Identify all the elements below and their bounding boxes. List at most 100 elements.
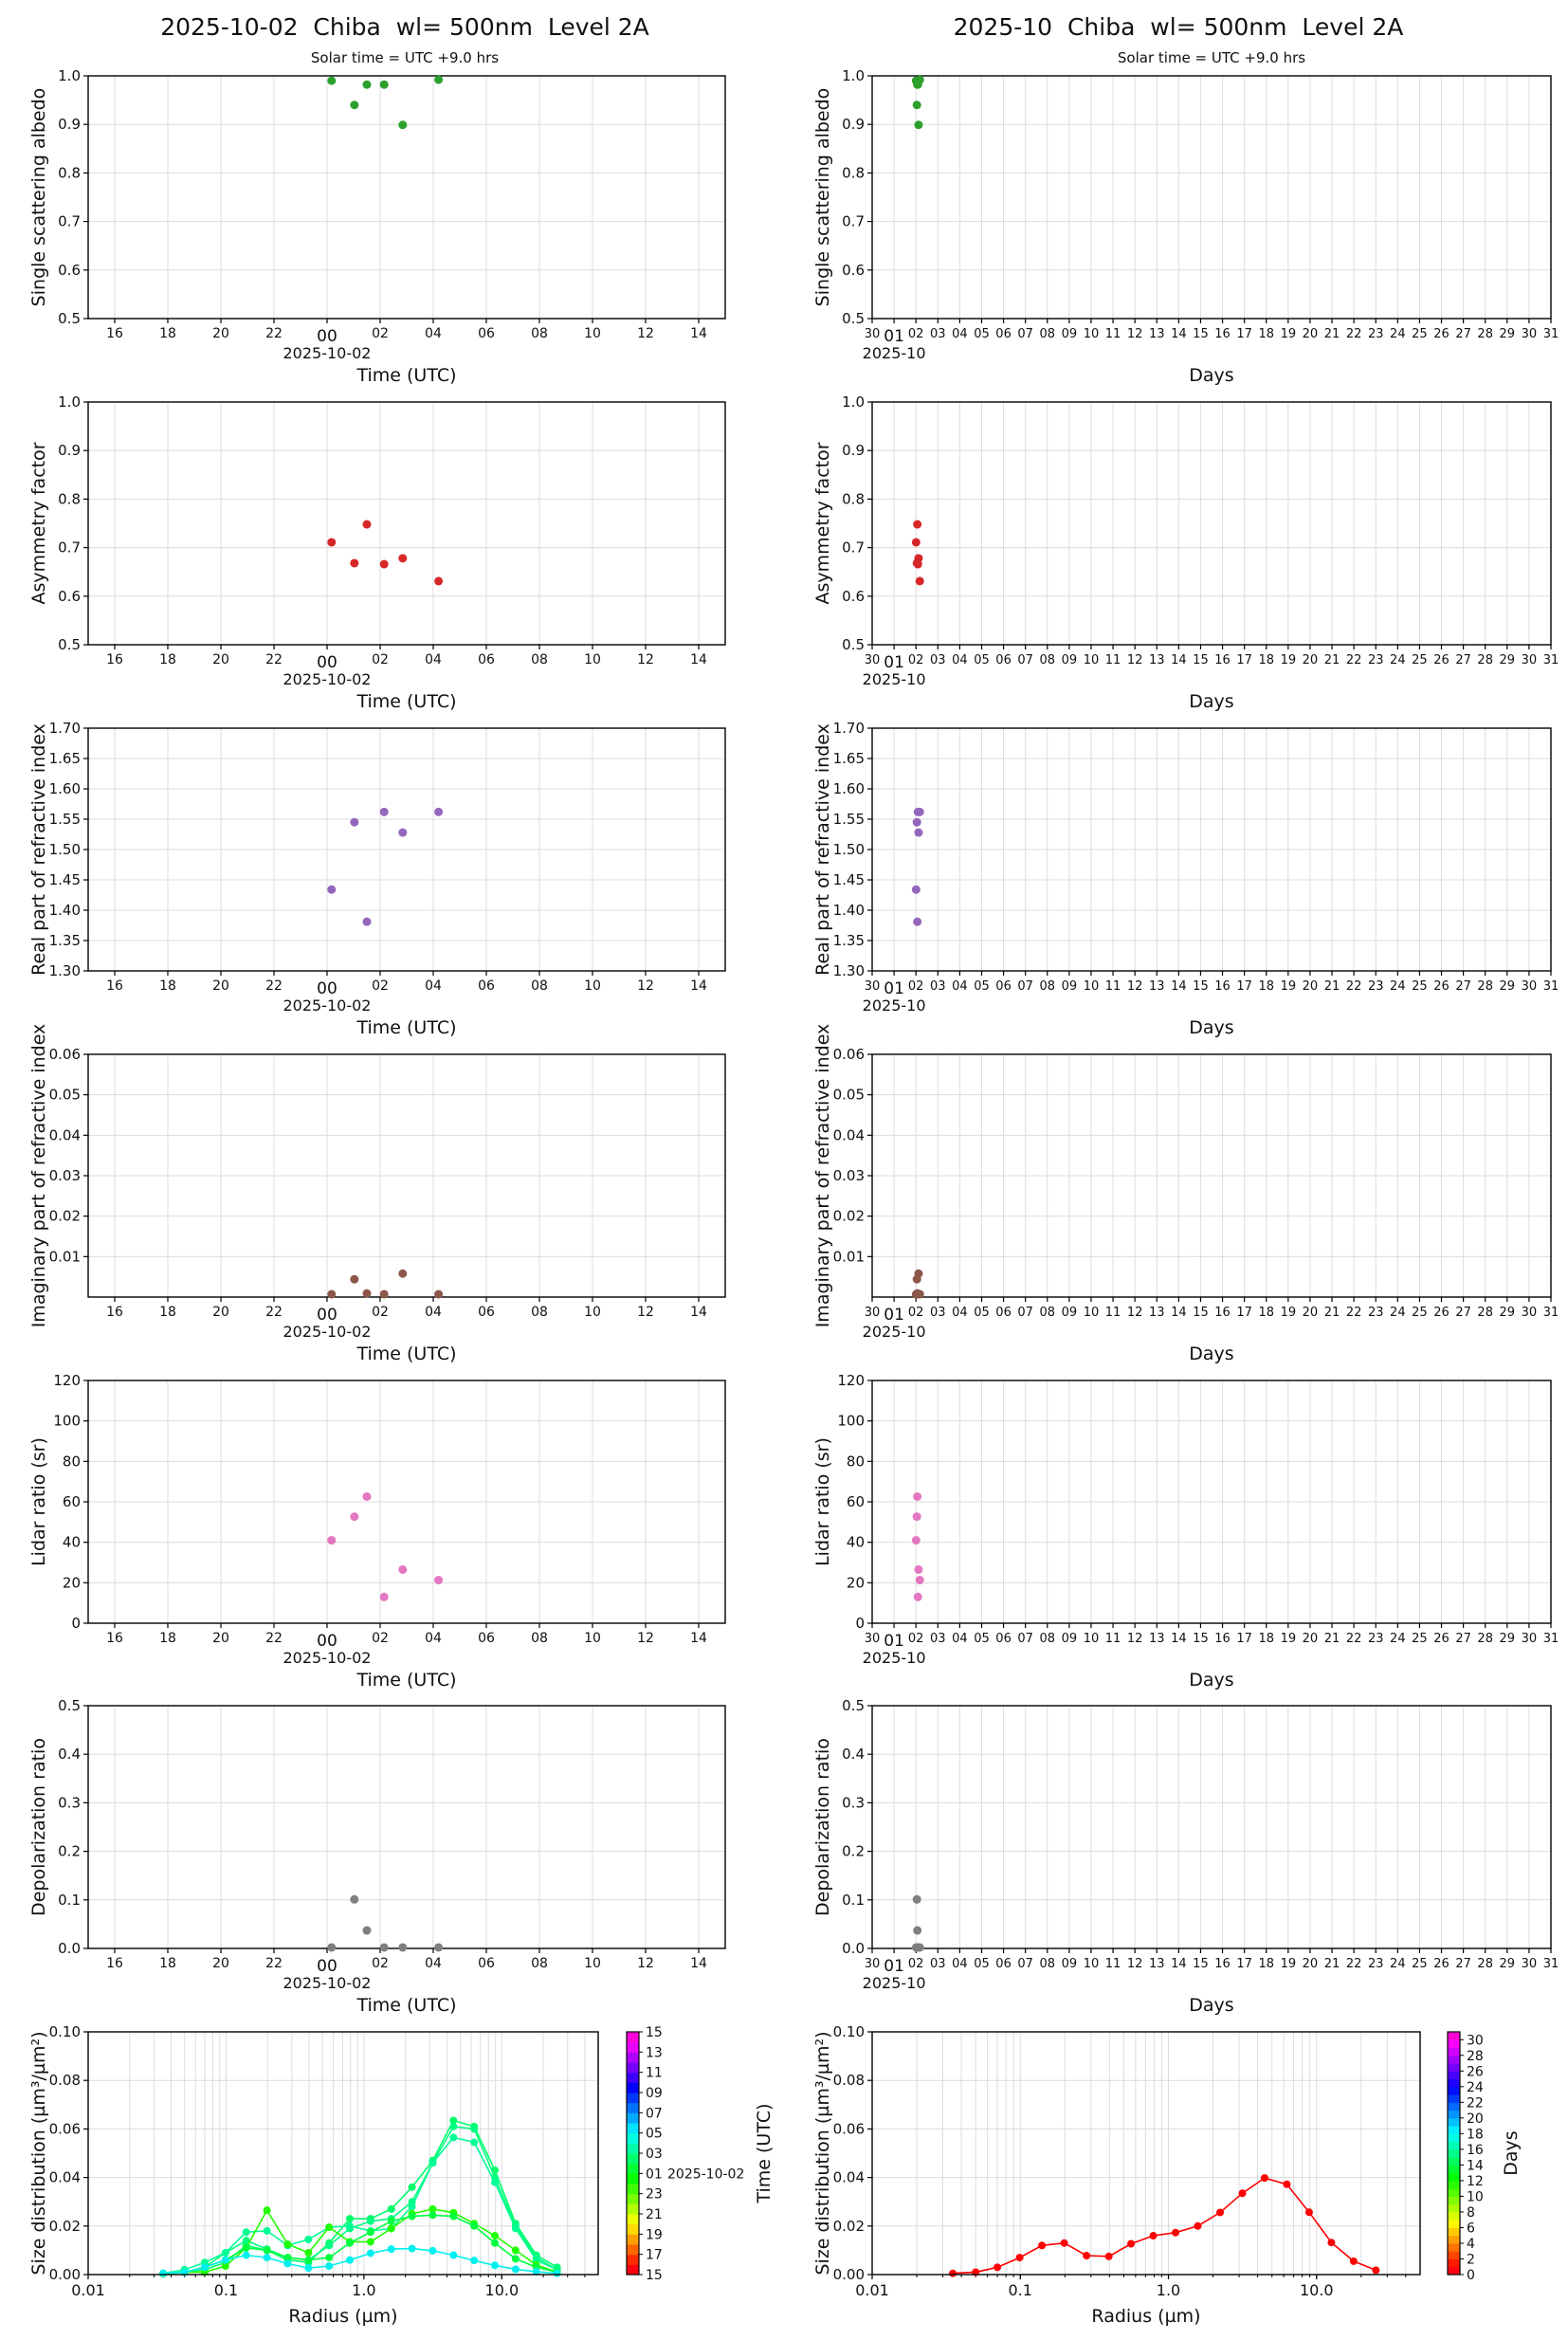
x-tick-label: 19 xyxy=(1281,653,1297,667)
x-tick-label: 15 xyxy=(1193,1306,1209,1320)
colorbar-tick-label: 28 xyxy=(1467,2049,1484,2064)
x-tick-label: 02 xyxy=(908,1306,924,1320)
y-tick-label: 0.6 xyxy=(842,262,865,279)
x-tick-label: 10 xyxy=(584,978,601,994)
y-tick-label: 0.3 xyxy=(842,1794,865,1811)
x-tick-label: 26 xyxy=(1433,653,1449,667)
series-line xyxy=(163,2214,557,2275)
data-point xyxy=(327,1943,337,1952)
x-tick-label: 12 xyxy=(637,652,654,667)
colorbar-tick-label: 03 xyxy=(646,2147,663,2162)
data-point xyxy=(304,2264,313,2273)
colorbar-tick-label: 17 xyxy=(646,2248,663,2263)
x-axis-label: Days xyxy=(1189,1017,1233,1038)
data-point xyxy=(1260,2174,1268,2183)
data-point xyxy=(379,1943,389,1952)
x-tick-label: 20 xyxy=(1303,327,1319,341)
x-tick-label: 05 xyxy=(974,1306,990,1320)
colorbar-band xyxy=(1448,2203,1460,2213)
data-point xyxy=(912,817,921,827)
data-point xyxy=(915,1943,924,1952)
data-point xyxy=(362,917,372,926)
y-axis-label: Depolarization ratio xyxy=(28,1738,49,1916)
x-tick-label: 29 xyxy=(1500,327,1516,341)
data-point xyxy=(470,2257,479,2265)
y-tick-label: 0.8 xyxy=(58,164,81,181)
y-tick-label: 1.0 xyxy=(842,393,865,411)
x-tick-label: 04 xyxy=(952,653,968,667)
data-point xyxy=(327,76,337,85)
data-point xyxy=(362,80,372,89)
colorbar-band xyxy=(1448,2188,1460,2197)
y-tick-label: 100 xyxy=(53,1413,81,1430)
x-tick-label: 20 xyxy=(212,326,229,341)
data-point xyxy=(362,1289,372,1298)
data-point xyxy=(470,2221,479,2230)
plot-frame xyxy=(871,2031,1421,2276)
x-tick-label: 24 xyxy=(1390,1957,1406,1971)
series-line xyxy=(163,2125,558,2275)
data-point xyxy=(366,2217,374,2225)
x-tick-label: 06 xyxy=(478,1631,495,1646)
data-point xyxy=(491,2178,500,2186)
x-tick-label: 00 xyxy=(317,979,337,998)
x-tick-label: 06 xyxy=(478,652,495,667)
x-tick-label: 24 xyxy=(1390,653,1406,667)
x-tick-label: 31 xyxy=(1543,1306,1559,1320)
x-tick-label: 21 xyxy=(1324,327,1340,341)
colorbar-date-label: 2025-10-02 xyxy=(667,2166,744,2182)
colorbar-band xyxy=(627,2093,639,2104)
colorbar-band xyxy=(627,2193,639,2204)
x-tick-label: 12 xyxy=(1127,979,1143,994)
data-point xyxy=(1127,2239,1136,2248)
colorbar-band xyxy=(1448,2047,1460,2057)
y-tick-label: 0.7 xyxy=(842,213,865,230)
y-tick-label: 0.5 xyxy=(58,636,81,653)
y-tick-label: 0.04 xyxy=(49,1126,81,1143)
data-point xyxy=(366,2228,374,2237)
y-tick-label: 1.40 xyxy=(49,902,81,919)
x-date-label: 2025-10 xyxy=(863,344,926,362)
y-tick-label: 1.45 xyxy=(833,871,865,888)
plot-frame xyxy=(87,1053,726,1298)
x-tick-label: 28 xyxy=(1477,979,1493,994)
data-point xyxy=(1194,2221,1202,2230)
colorbar-band xyxy=(627,2173,639,2185)
x-tick-label: 28 xyxy=(1477,327,1493,341)
x-tick-label: 10 xyxy=(1084,1306,1100,1320)
x-tick-label: 14 xyxy=(690,326,707,341)
colorbar-tick-label: 16 xyxy=(1467,2143,1484,2158)
y-tick-label: 120 xyxy=(53,1372,81,1389)
x-tick-label: 04 xyxy=(425,978,442,994)
series-line xyxy=(162,2136,557,2275)
data-point xyxy=(263,2246,271,2255)
data-point xyxy=(915,807,924,816)
x-tick-label: 20 xyxy=(212,1631,229,1646)
x-tick-label: 19 xyxy=(1281,979,1297,994)
x-tick-label: 10.0 xyxy=(1300,2281,1334,2299)
data-point xyxy=(913,917,922,926)
x-tick-label: 16 xyxy=(1214,1957,1231,1971)
x-tick-label: 16 xyxy=(1214,1632,1231,1646)
x-tick-label: 13 xyxy=(1149,1957,1165,1971)
plot-frame xyxy=(871,401,1552,646)
x-tick-label: 14 xyxy=(1171,653,1187,667)
y-tick-label: 0.0 xyxy=(58,1940,81,1957)
data-point xyxy=(428,2246,437,2255)
x-tick-label: 06 xyxy=(995,1306,1012,1320)
data-point xyxy=(911,1536,921,1545)
panel-asym-daily: 16 18 20 22 00 02 04 06 08 10 12 14 0.5 0.6 0.7 0.8 0.9 1… xyxy=(28,393,726,712)
colorbar-band xyxy=(627,2072,639,2083)
panel-lidar-monthly: 30 01 02 03 04 05 06 07 08 09 10 11 12 13 14 15 16 17 18 19… xyxy=(812,1372,1559,1691)
x-date-label: 2025-10 xyxy=(863,1649,926,1667)
x-tick-label: 18 xyxy=(159,1956,176,1971)
y-tick-label: 0.9 xyxy=(58,442,81,459)
data-point xyxy=(915,576,924,586)
y-axis-label: Imaginary part of refractive index xyxy=(812,1024,833,1328)
data-point xyxy=(1172,2228,1180,2237)
data-point xyxy=(221,2248,229,2257)
panel-depol-monthly: 30 01 02 03 04 05 06 07 08 09 10 11 12 13 14 15 16 17 18 19… xyxy=(812,1697,1559,2016)
panel-asym-monthly: 30 01 02 03 04 05 06 07 08 09 10 11 12 13 14 15 16 17 18 19… xyxy=(812,393,1559,712)
x-tick-label: 26 xyxy=(1433,327,1449,341)
x-tick-label: 17 xyxy=(1236,1306,1252,1320)
